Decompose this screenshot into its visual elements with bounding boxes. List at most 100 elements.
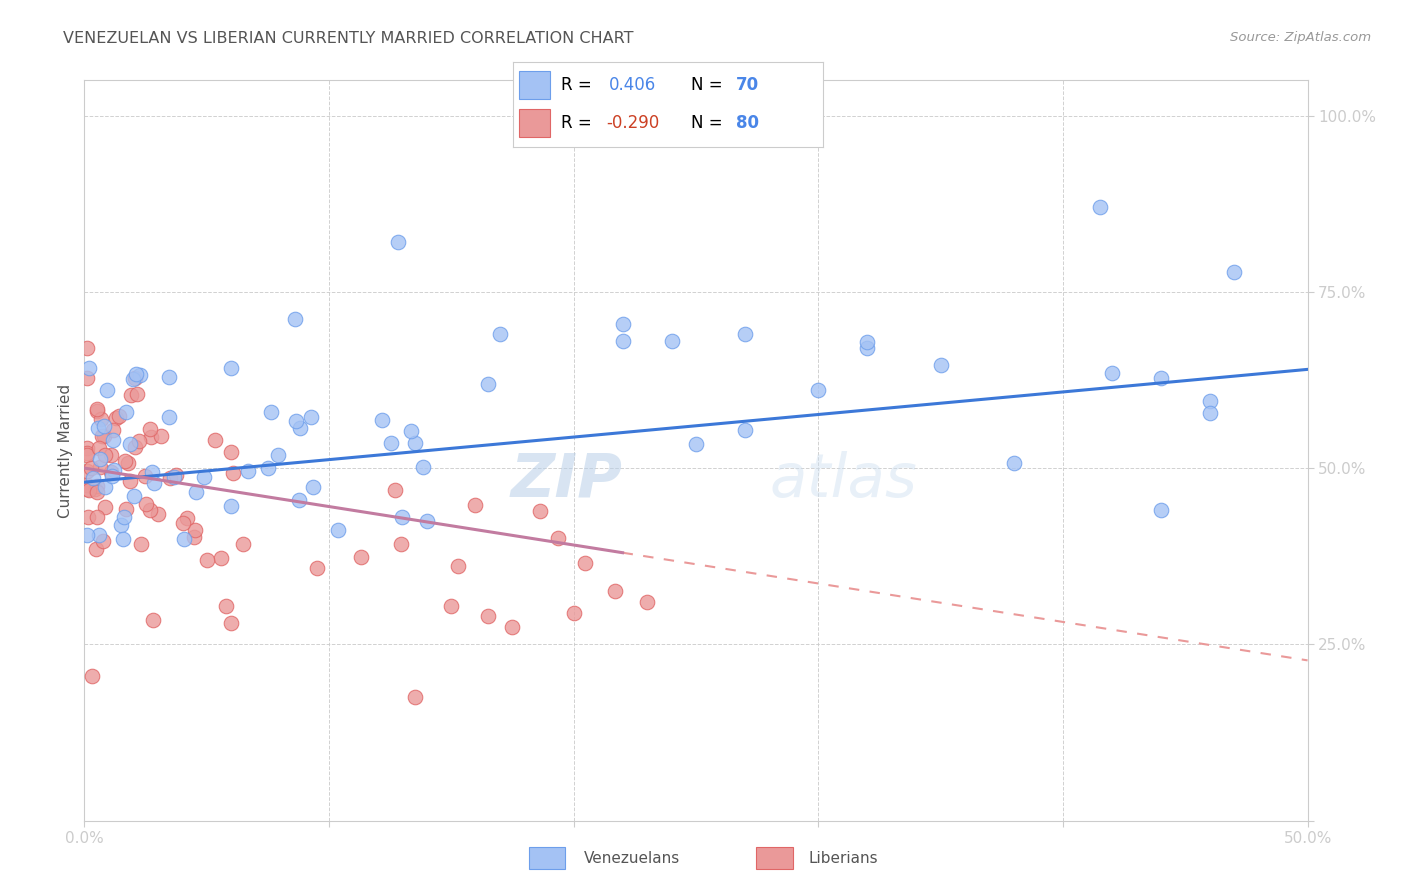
Point <box>138 503 160 517</box>
Text: N =: N = <box>692 76 723 94</box>
Point <box>80 461 103 475</box>
Point <box>219 445 242 459</box>
Point <box>299 409 322 424</box>
Point <box>183 530 205 544</box>
Point <box>125 386 148 401</box>
Point <box>139 429 162 443</box>
Point <box>477 376 499 391</box>
Point <box>350 549 373 564</box>
Point <box>856 335 879 350</box>
Point <box>562 606 585 620</box>
Point <box>110 517 132 532</box>
Point <box>100 465 122 479</box>
Point <box>1198 393 1220 408</box>
Point <box>101 424 124 438</box>
Text: 0.406: 0.406 <box>609 76 657 94</box>
Point <box>260 405 283 419</box>
Point <box>165 468 187 483</box>
Point <box>90 412 112 426</box>
Point <box>380 435 402 450</box>
Point <box>142 613 165 627</box>
Point <box>134 469 156 483</box>
Point <box>86 479 108 493</box>
Point <box>108 409 131 423</box>
Point <box>184 523 207 537</box>
Point <box>124 440 146 454</box>
Point <box>77 360 100 375</box>
Point <box>91 534 114 549</box>
Point <box>157 410 180 425</box>
Text: atlas: atlas <box>769 450 917 509</box>
Point <box>76 528 98 542</box>
Point <box>215 599 238 613</box>
Point <box>404 436 426 450</box>
Point <box>447 558 470 573</box>
Point <box>734 423 756 437</box>
Point <box>612 334 634 348</box>
Point <box>387 235 409 250</box>
Text: -0.290: -0.290 <box>606 114 659 132</box>
Point <box>129 368 152 383</box>
Point <box>101 434 124 448</box>
Point <box>86 509 108 524</box>
Point <box>529 504 551 518</box>
Bar <box>519 109 550 137</box>
Point <box>93 429 115 443</box>
Point <box>547 531 569 545</box>
Point <box>103 463 125 477</box>
Point <box>1101 366 1123 380</box>
Point <box>256 461 278 475</box>
Point <box>159 471 181 485</box>
Point <box>502 620 524 634</box>
Point <box>122 372 145 386</box>
Point <box>86 402 108 417</box>
Point <box>574 556 596 570</box>
Point <box>82 471 104 485</box>
Point <box>307 561 329 575</box>
Point <box>173 532 195 546</box>
Point <box>118 437 141 451</box>
Point <box>489 327 512 342</box>
Point <box>284 414 307 428</box>
Point <box>391 510 413 524</box>
Point <box>1002 456 1025 470</box>
Point <box>94 448 117 462</box>
Text: ZIP: ZIP <box>510 450 623 509</box>
Point <box>404 690 426 705</box>
Point <box>76 477 98 491</box>
Point <box>114 454 136 468</box>
Point <box>1223 265 1246 279</box>
Point <box>76 341 98 355</box>
Point <box>84 541 107 556</box>
Point <box>76 446 98 460</box>
Point <box>184 485 207 500</box>
Point <box>221 500 243 514</box>
Point <box>195 553 218 567</box>
Point <box>93 419 115 434</box>
Point <box>284 311 307 326</box>
Point <box>104 411 127 425</box>
Point <box>287 492 309 507</box>
Point <box>76 449 98 463</box>
Point <box>1198 406 1220 420</box>
Text: 80: 80 <box>735 114 759 132</box>
Point <box>87 528 110 542</box>
Point <box>142 475 165 490</box>
Point <box>124 371 146 385</box>
Point <box>94 480 117 494</box>
Point <box>89 459 111 474</box>
Point <box>302 480 325 494</box>
Point <box>90 429 112 443</box>
Point <box>384 483 406 497</box>
Point <box>734 327 756 342</box>
Point <box>1088 200 1111 214</box>
Point <box>76 371 98 385</box>
Point <box>661 334 683 348</box>
Point <box>416 514 439 528</box>
Point <box>163 470 186 484</box>
Point <box>193 470 215 484</box>
Text: VENEZUELAN VS LIBERIAN CURRENTLY MARRIED CORRELATION CHART: VENEZUELAN VS LIBERIAN CURRENTLY MARRIED… <box>63 31 634 46</box>
Point <box>412 459 434 474</box>
Point <box>117 456 139 470</box>
Point <box>1150 503 1173 517</box>
